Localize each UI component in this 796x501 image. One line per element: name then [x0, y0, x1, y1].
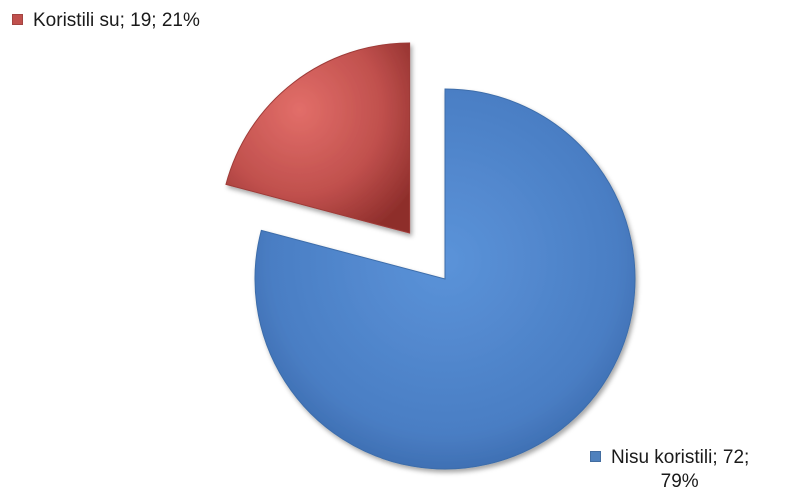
- legend-swatch-red: [12, 14, 23, 25]
- data-label-text: Koristili su; 19; 21%: [33, 10, 200, 31]
- legend-swatch-blue: [590, 451, 601, 462]
- data-label-koristili-su: Koristili su; 19; 21%: [12, 9, 200, 33]
- data-label-text-line2: 79%: [660, 471, 699, 492]
- data-label-text-line1: Nisu koristili; 72;: [611, 447, 750, 468]
- data-label-nisu-koristili: Nisu koristili; 72; 79%: [590, 446, 749, 494]
- pie-slice-nisu-koristili: [254, 88, 636, 470]
- pie-slice-koristili-su: [225, 42, 411, 234]
